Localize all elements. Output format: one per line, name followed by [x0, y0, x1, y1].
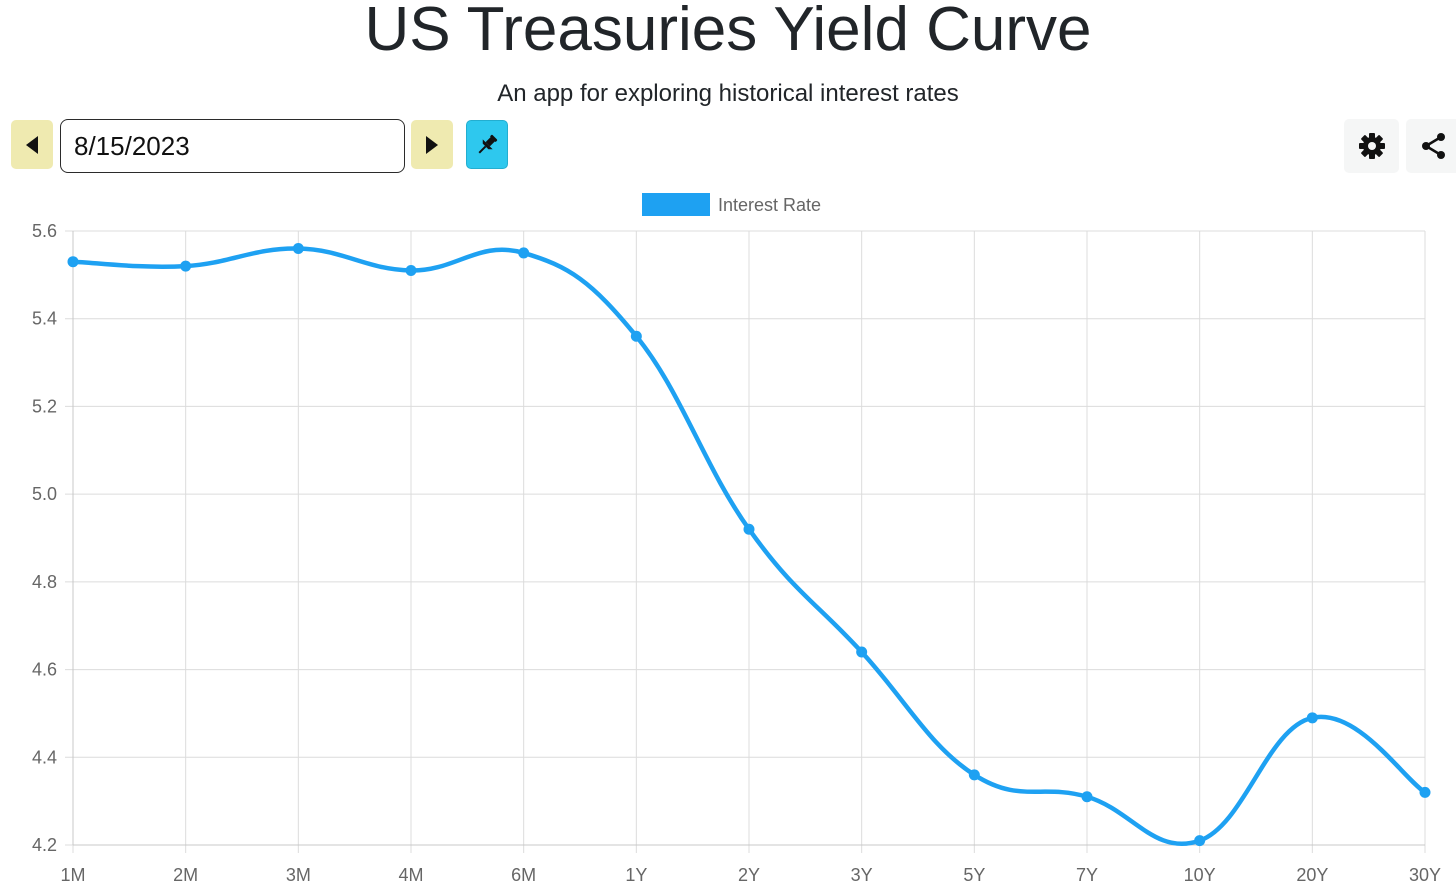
data-point-3Y[interactable] [856, 646, 868, 658]
x-tick-label: 30Y [1409, 865, 1441, 885]
data-point-1M[interactable] [67, 256, 79, 268]
data-point-1Y[interactable] [630, 330, 642, 342]
y-tick-label: 4.2 [32, 835, 57, 855]
y-tick-label: 5.2 [32, 396, 57, 416]
x-tick-label: 2Y [738, 865, 760, 885]
x-tick-label: 1Y [625, 865, 647, 885]
data-point-2M[interactable] [180, 260, 192, 272]
settings-button[interactable] [1344, 119, 1399, 173]
y-tick-label: 4.4 [32, 747, 57, 767]
page-subtitle: An app for exploring historical interest… [497, 80, 959, 107]
data-point-2Y[interactable] [743, 523, 755, 535]
y-tick-label: 4.8 [32, 572, 57, 592]
y-tick-label: 5.6 [32, 221, 57, 241]
share-icon [1421, 133, 1445, 159]
data-point-20Y[interactable] [1306, 712, 1318, 724]
x-tick-label: 1M [60, 865, 85, 885]
data-point-30Y[interactable] [1419, 786, 1431, 798]
previous-date-button[interactable] [11, 120, 53, 169]
x-tick-label: 10Y [1184, 865, 1216, 885]
page-title: US Treasuries Yield Curve [364, 0, 1092, 64]
yield-curve-chart: Interest Rate 5.6 5.4 5.2 5.0 4.8 4.6 4.4 4.2 1… [32, 193, 1441, 885]
caret-left-icon [26, 135, 38, 154]
x-tick-label: 7Y [1076, 865, 1098, 885]
data-point-10Y[interactable] [1194, 835, 1206, 847]
y-tick-label: 5.4 [32, 309, 57, 329]
x-tick-label: 4M [398, 865, 423, 885]
x-tick-label: 2M [173, 865, 198, 885]
x-tick-label: 6M [511, 865, 536, 885]
data-point-7Y[interactable] [1081, 791, 1093, 803]
x-tick-label: 20Y [1296, 865, 1328, 885]
next-date-button[interactable] [411, 120, 453, 169]
data-point-3M[interactable] [292, 243, 304, 255]
y-tick-label: 5.0 [32, 484, 57, 504]
share-button[interactable] [1406, 119, 1456, 173]
data-point-6M[interactable] [518, 247, 530, 259]
pin-button[interactable] [466, 120, 508, 169]
legend-swatch [642, 193, 710, 216]
x-tick-label: 3M [286, 865, 311, 885]
x-tick-label: 3Y [851, 865, 873, 885]
legend-label: Interest Rate [718, 195, 821, 215]
data-point-4M[interactable] [405, 264, 417, 276]
x-tick-label: 5Y [963, 865, 985, 885]
date-input[interactable] [60, 119, 405, 173]
caret-right-icon [426, 135, 438, 154]
y-tick-label: 4.6 [32, 660, 57, 680]
gear-icon [1358, 133, 1385, 159]
chart-legend[interactable]: Interest Rate [642, 193, 821, 216]
pin-icon [478, 134, 498, 153]
data-point-5Y[interactable] [968, 769, 980, 781]
